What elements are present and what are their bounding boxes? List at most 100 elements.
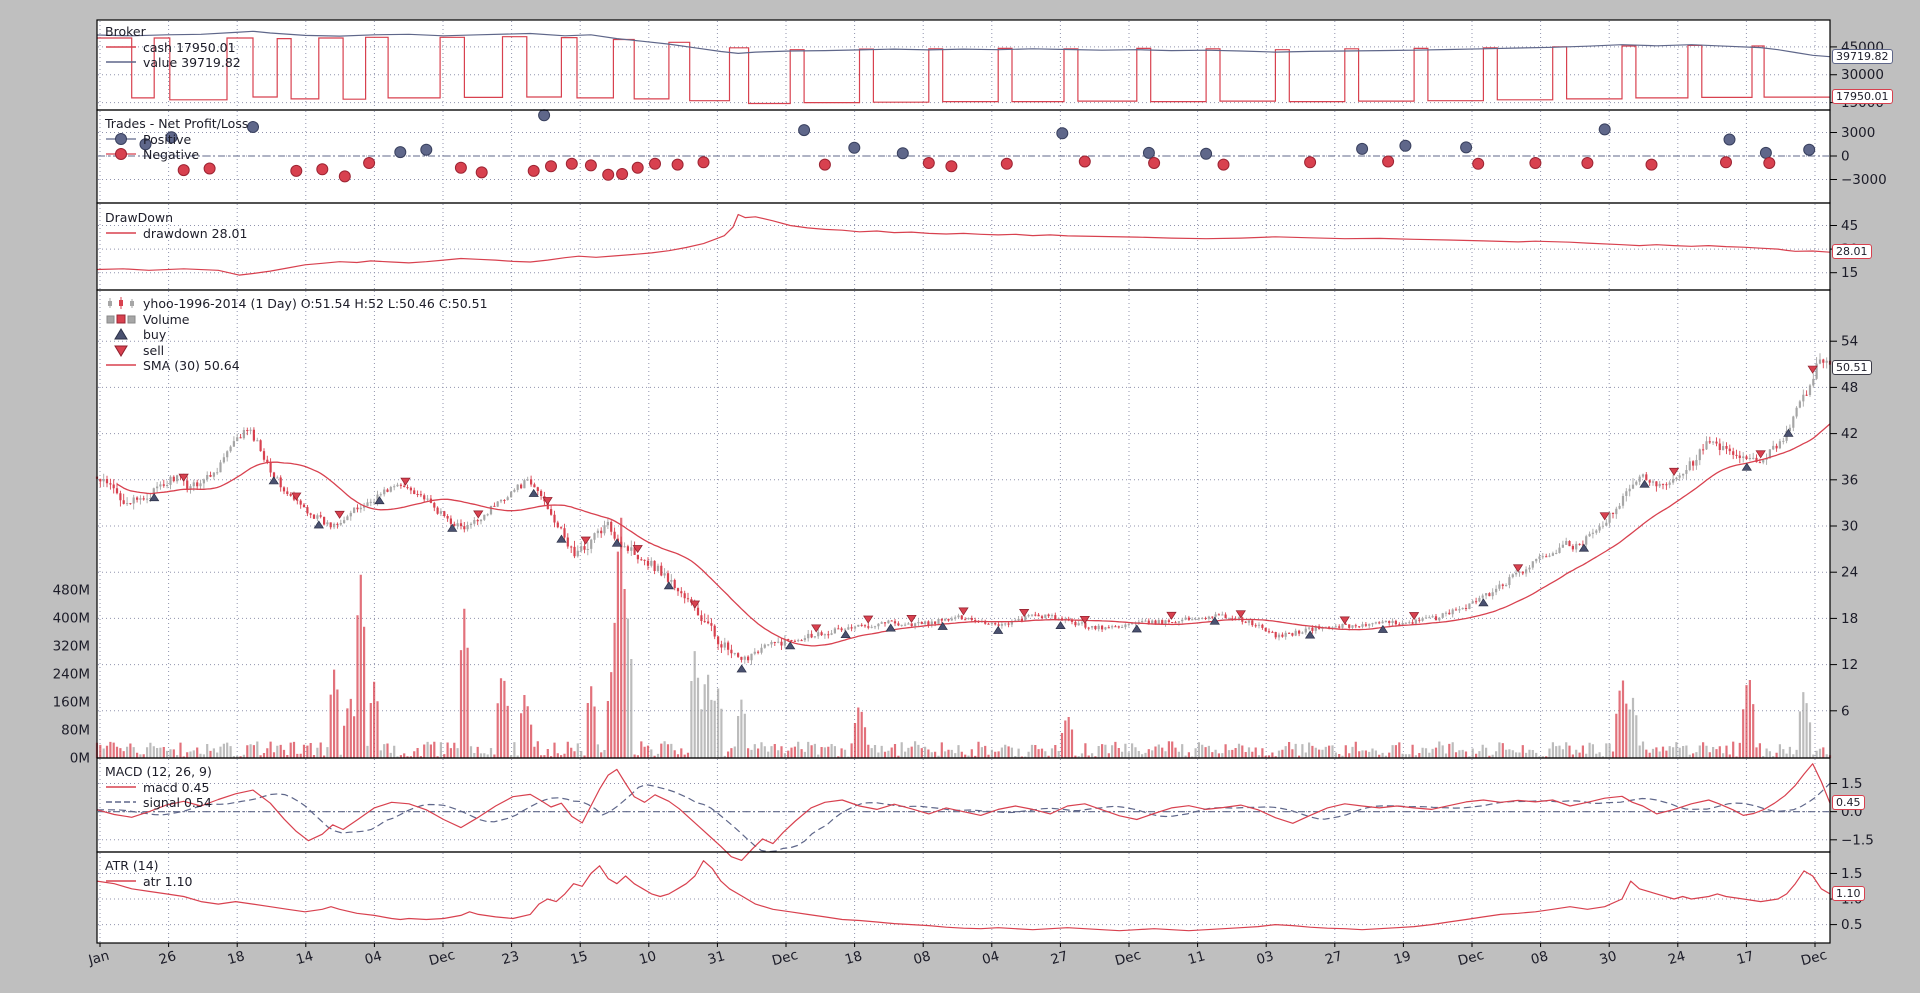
trade-negative-dot	[1304, 156, 1317, 169]
trade-negative-dot	[1078, 155, 1091, 168]
trade-negative-dot	[1581, 157, 1594, 169]
x-tick-label: Dec	[1799, 947, 1828, 969]
x-tick-label: 17	[1735, 948, 1756, 968]
x-tick-label: 31	[706, 948, 727, 968]
trade-positive-dot	[139, 138, 152, 151]
last-value-tag: 50.51	[1832, 360, 1872, 376]
y-tick-label: −3000	[1841, 172, 1887, 188]
y-tick-label: 1.5	[1841, 776, 1862, 792]
x-tick-label: 08	[1529, 948, 1550, 968]
panel-atr-border	[96, 851, 1831, 944]
atr-atr-line	[96, 860, 1831, 932]
macd-macd-line	[96, 763, 1831, 862]
trade-positive-dot	[1598, 123, 1611, 136]
x-tick-label: 23	[500, 948, 521, 968]
trade-positive-dot	[1803, 143, 1816, 156]
broker-cash-line	[97, 36, 1830, 105]
last-value-tag: 39719.82	[1832, 48, 1893, 64]
trade-negative-dot	[1645, 158, 1658, 171]
trade-negative-dot	[1529, 157, 1542, 169]
x-tick-label: 08	[912, 948, 933, 968]
volume-tick-label: 320M	[53, 639, 90, 655]
x-tick-label: 14	[294, 948, 315, 968]
buy-markers	[149, 428, 1794, 673]
x-tick-label: 26	[157, 948, 178, 968]
panel-price-background	[97, 290, 1830, 758]
trade-positive-dot	[394, 146, 407, 159]
panel-atr-background	[97, 852, 1830, 943]
y-tick-label: 12	[1841, 657, 1858, 673]
y-tick-label: 48	[1841, 380, 1858, 396]
trade-negative-dot	[1000, 157, 1013, 170]
x-tick-label: 15	[569, 948, 590, 968]
y-tick-label: 36	[1841, 472, 1858, 488]
trade-negative-dot	[631, 161, 644, 174]
x-tick-label: 04	[363, 948, 384, 968]
x-tick-label: Dec	[1113, 947, 1142, 969]
y-tick-label: 0	[1841, 148, 1850, 164]
last-value-tag: 28.01	[1832, 244, 1872, 260]
x-tick-label: 03	[1255, 948, 1276, 968]
trade-negative-dot	[475, 166, 488, 179]
trade-positive-dot	[848, 141, 861, 154]
x-tick-label: 19	[1392, 948, 1413, 968]
y-tick-label: 42	[1841, 426, 1858, 442]
x-tick-label: 18	[843, 948, 864, 968]
broker-value-line	[96, 30, 1831, 58]
volume-tick-label: 240M	[53, 667, 90, 683]
y-tick-label: 30	[1841, 519, 1858, 535]
y-tick-label: −1.5	[1841, 832, 1874, 848]
trade-negative-dot	[1720, 156, 1732, 169]
trade-positive-dot	[798, 124, 811, 137]
trade-negative-dot	[616, 168, 629, 180]
trade-negative-dot	[527, 164, 540, 177]
trade-negative-dot	[671, 158, 684, 171]
y-tick-label: 45	[1841, 218, 1858, 234]
trade-positive-dot	[896, 147, 909, 160]
trade-negative-dot	[1148, 157, 1161, 169]
trade-positive-dot	[1142, 146, 1155, 159]
volume-tick-label: 400M	[53, 611, 90, 627]
trade-negative-dot	[203, 162, 216, 175]
last-value-tag: 17950.01	[1832, 89, 1893, 105]
panel-drawdown-background	[97, 203, 1830, 290]
trade-negative-dot	[649, 157, 661, 170]
x-tick-label: 24	[1666, 948, 1687, 968]
trade-positive-dot	[1460, 141, 1473, 154]
volume-tick-label: 480M	[53, 583, 90, 599]
trade-negative-dot	[584, 159, 597, 172]
trade-negative-dot	[454, 161, 467, 174]
trade-negative-dot	[945, 160, 958, 173]
trade-negative-dot	[545, 160, 557, 173]
trade-negative-dot	[1217, 158, 1230, 171]
trade-negative-dot	[290, 164, 303, 177]
volume-tick-label: 160M	[53, 695, 90, 711]
sell-markers	[178, 365, 1818, 633]
last-value-tag: 1.10	[1832, 885, 1865, 901]
y-tick-label: 18	[1841, 611, 1858, 627]
trade-positive-dot	[1200, 147, 1213, 160]
trade-negative-dot	[697, 156, 710, 169]
x-tick-label: 27	[1323, 948, 1344, 968]
trade-negative-dot	[1472, 157, 1485, 170]
y-tick-label: 30000	[1841, 67, 1884, 83]
x-tick-label: 10	[637, 948, 658, 968]
last-value-tag: 0.45	[1832, 795, 1865, 811]
trade-positive-dot	[538, 109, 551, 122]
trade-negative-dot	[565, 157, 578, 170]
trade-negative-dot	[177, 164, 190, 177]
trade-negative-dot	[1382, 155, 1395, 168]
volume-tick-label: 0M	[70, 751, 90, 767]
x-tick-label: Jan	[86, 948, 111, 969]
y-tick-label: 24	[1841, 565, 1858, 581]
y-tick-label: 1.5	[1841, 866, 1862, 882]
panel-broker-background	[97, 20, 1830, 110]
trade-negative-dot	[602, 168, 615, 181]
trade-negative-dot	[1763, 157, 1776, 169]
x-tick-label: 30	[1598, 948, 1619, 968]
trade-negative-dot	[818, 158, 831, 171]
trade-positive-dot	[247, 121, 259, 133]
trade-positive-dot	[165, 131, 178, 144]
